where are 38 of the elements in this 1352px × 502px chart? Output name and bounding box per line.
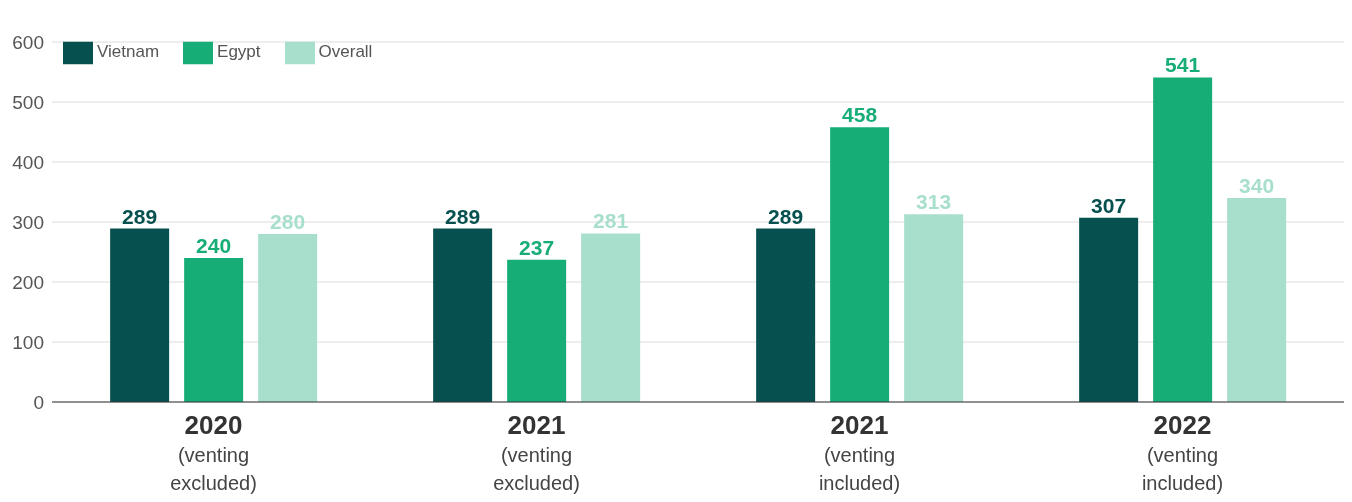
legend-label: Overall — [318, 42, 373, 62]
y-tick-label: 500 — [12, 91, 44, 113]
data-label: 289 — [122, 204, 158, 228]
data-label: 307 — [1091, 193, 1127, 217]
legend-label: Vietnam — [97, 42, 160, 62]
data-label: 289 — [768, 204, 804, 228]
y-tick-label: 200 — [12, 271, 44, 293]
y-tick-label: 100 — [12, 331, 44, 353]
data-label: 458 — [842, 103, 878, 127]
legend-label: Egypt — [217, 42, 261, 62]
bar — [1227, 198, 1287, 402]
bar — [433, 228, 493, 402]
data-label: 280 — [270, 210, 306, 233]
data-label: 541 — [1165, 53, 1201, 77]
bar — [904, 214, 964, 402]
data-label: 289 — [445, 204, 481, 228]
bar — [258, 234, 318, 402]
bar — [756, 228, 816, 402]
y-tick-label: 0 — [33, 391, 44, 413]
bar — [581, 233, 641, 402]
y-tick-label: 600 — [12, 31, 44, 53]
x-tick-label: 2021 (venting included) — [818, 410, 901, 494]
data-label: 340 — [1239, 174, 1275, 197]
bar — [110, 228, 170, 402]
x-tick-label: 2021 (venting excluded) — [493, 410, 580, 494]
bar — [830, 127, 890, 402]
bar — [1153, 77, 1213, 402]
data-label: 313 — [916, 190, 952, 214]
data-label: 240 — [196, 234, 232, 257]
bar — [1079, 217, 1139, 402]
data-label: 281 — [593, 209, 629, 233]
x-tick-label: 2022 (venting included) — [1141, 410, 1224, 494]
data-label: 237 — [519, 235, 555, 259]
y-tick-label: 300 — [12, 211, 44, 233]
y-tick-label: 400 — [12, 151, 44, 173]
bar — [184, 258, 244, 402]
x-tick-label: 2020 (venting excluded) — [170, 410, 257, 494]
bar — [507, 259, 567, 402]
